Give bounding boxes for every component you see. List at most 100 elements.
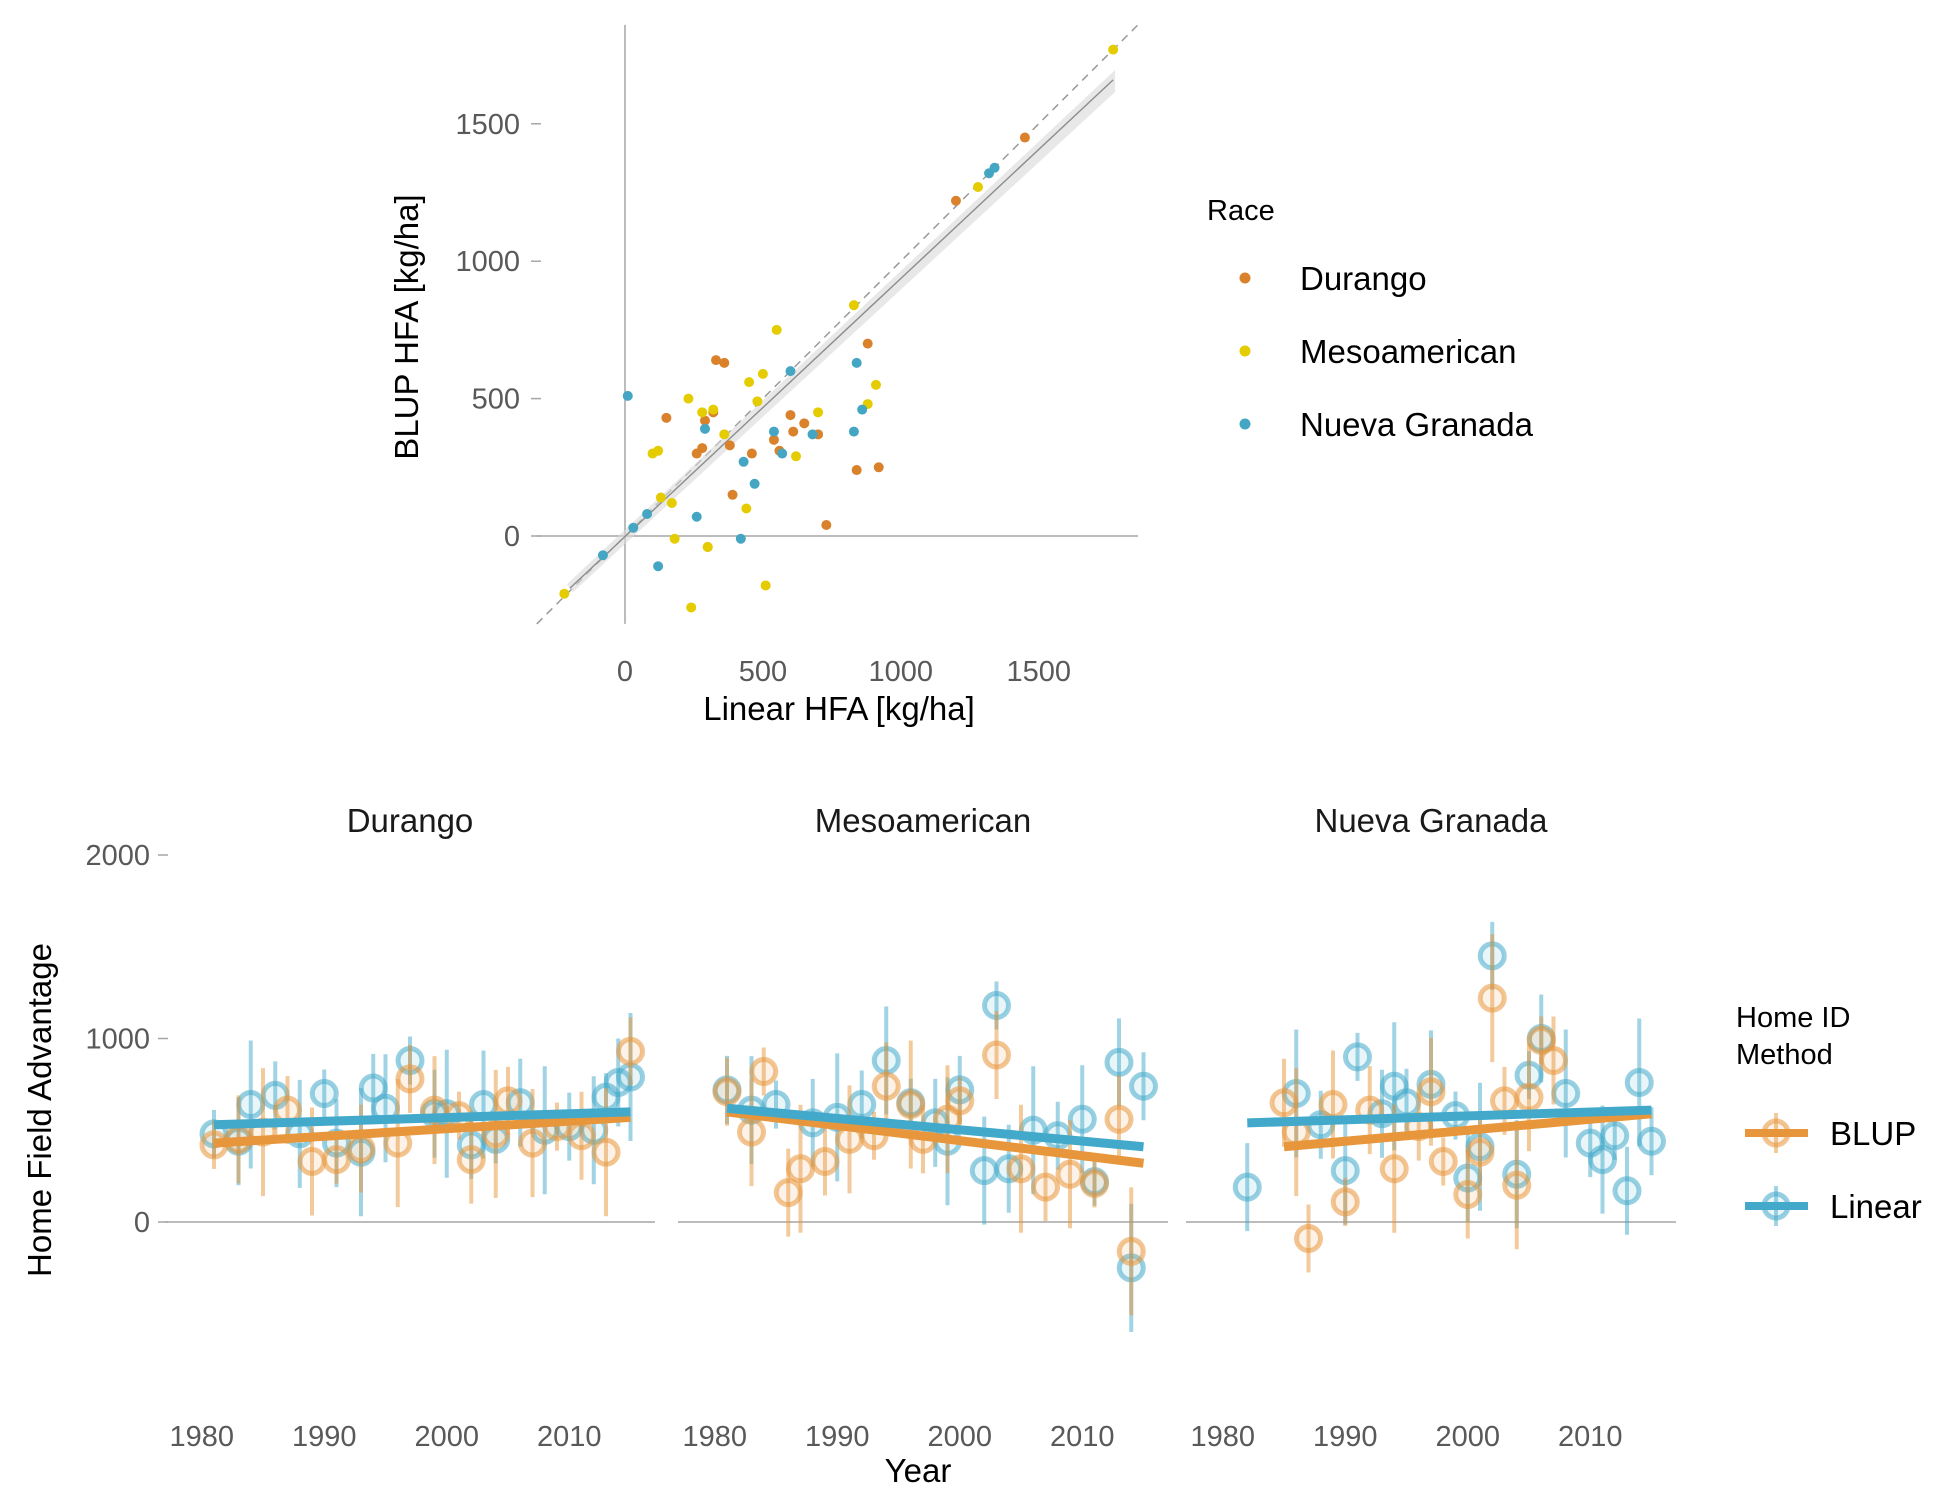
- point-nueva-granada: [738, 456, 749, 467]
- point-linear: [1392, 1088, 1421, 1118]
- point-linear: [1343, 1042, 1372, 1072]
- point-blup: [749, 1057, 779, 1087]
- point-nueva-granada: [851, 357, 862, 368]
- point-mesoamerican: [757, 368, 768, 379]
- point-blup: [712, 1077, 742, 1107]
- facet-x-tick-label: 1980: [682, 1421, 747, 1453]
- method-legend: Home ID Method BLUP Linear: [1736, 1002, 1922, 1226]
- point-blup: [945, 1086, 975, 1116]
- point-linear: [1232, 1172, 1262, 1202]
- scatter-y-tick-label: 500: [472, 384, 520, 416]
- scatter-x-tick-label: 500: [739, 656, 787, 688]
- point-nueva-granada: [768, 426, 779, 437]
- point-blup: [1379, 1154, 1409, 1184]
- trend-line-linear: [1247, 1105, 1652, 1128]
- fit-ribbon: [566, 69, 1116, 593]
- facet-title: Durango: [347, 802, 474, 839]
- point-durango: [851, 465, 862, 476]
- point-nueva-granada: [735, 533, 746, 544]
- point-linear: [1612, 1176, 1642, 1206]
- facet-title: Nueva Granada: [1315, 802, 1549, 839]
- point-mesoamerican: [752, 396, 763, 407]
- point-durango: [788, 426, 799, 437]
- point-durango: [1019, 132, 1030, 143]
- facet-x-tick-label: 2000: [1435, 1421, 1500, 1453]
- point-nueva-granada: [785, 366, 796, 377]
- legend-key-mesoamerican: [1239, 345, 1251, 357]
- point-blup: [982, 1040, 1011, 1070]
- point-linear: [1588, 1145, 1617, 1175]
- point-mesoamerican: [760, 580, 771, 591]
- point-blup: [871, 1071, 901, 1101]
- point-linear: [1129, 1071, 1158, 1101]
- method-legend-title-line-1: Home ID: [1736, 1002, 1850, 1034]
- facet-mesoamerican: Mesoamerican 1980 1990 2000 2010: [678, 802, 1168, 1453]
- point-nueva-granada: [749, 478, 760, 489]
- scatter-y-tick-label: 0: [504, 521, 520, 553]
- point-blup: [1453, 1179, 1483, 1209]
- point-durango: [661, 412, 672, 423]
- point-linear: [1551, 1079, 1581, 1109]
- facet-x-tick-label: 1990: [805, 1421, 870, 1453]
- facet-y-ticks: 0 1000 2000: [85, 840, 168, 1239]
- point-blup: [1294, 1224, 1323, 1254]
- point-blup: [567, 1121, 596, 1151]
- facet-x-tick-label: 2010: [1050, 1421, 1115, 1453]
- point-nueva-granada: [628, 522, 639, 533]
- point-mesoamerican: [719, 429, 730, 440]
- point-nueva-granada: [848, 426, 859, 437]
- point-blup: [810, 1146, 840, 1176]
- legend-key-blup: [1761, 1118, 1791, 1148]
- facets: Durango 1980 1990 2000 2010 Mesoamerican 1980 1…: [165, 802, 1676, 1453]
- point-blup: [1477, 983, 1507, 1013]
- point-nueva-granada: [597, 550, 608, 561]
- point-linear: [847, 1090, 877, 1120]
- point-durango: [862, 338, 873, 349]
- point-mesoamerican: [813, 407, 824, 418]
- scatter-ticks: 0 500 1000 1500 0 500 1000 1500: [455, 109, 1070, 688]
- point-blup: [591, 1137, 621, 1167]
- point-blup: [1318, 1090, 1348, 1120]
- point-mesoamerican: [559, 588, 570, 599]
- fit-line: [569, 79, 1114, 589]
- legend-label-linear: Linear: [1830, 1188, 1922, 1225]
- point-blup: [1080, 1168, 1109, 1198]
- point-blup: [773, 1178, 803, 1208]
- point-nueva-granada: [984, 168, 995, 179]
- point-durango: [799, 418, 810, 429]
- point-linear: [309, 1079, 339, 1109]
- scatter-x-tick-label: 1000: [869, 656, 934, 688]
- point-blup: [395, 1064, 425, 1094]
- point-mesoamerican: [1108, 44, 1119, 55]
- point-nueva-granada: [857, 404, 868, 415]
- point-blup: [1055, 1159, 1085, 1189]
- facet-x-tick-label: 2000: [927, 1421, 992, 1453]
- race-legend-title: Race: [1207, 195, 1275, 227]
- point-mesoamerican: [790, 451, 801, 462]
- point-nueva-granada: [807, 429, 818, 440]
- point-blup: [1269, 1088, 1299, 1118]
- scatter-panel: 0 500 1000 1500 0 500 1000 1500 Linear HFA [kg/…: [388, 24, 1534, 727]
- point-durango: [727, 489, 738, 500]
- point-nueva-granada: [699, 423, 710, 434]
- legend-key-linear: [1761, 1191, 1791, 1221]
- point-mesoamerican: [683, 393, 694, 404]
- facet-y-axis-title: Home Field Advantage: [21, 943, 58, 1277]
- point-blup: [1330, 1187, 1360, 1217]
- point-durango: [719, 357, 730, 368]
- point-blup: [1465, 1137, 1495, 1167]
- point-blup: [786, 1154, 815, 1184]
- point-mesoamerican: [744, 377, 755, 388]
- facet-y-tick-label: 2000: [85, 840, 150, 872]
- point-nueva-granada: [691, 511, 702, 522]
- point-blup: [1104, 1104, 1134, 1134]
- point-blup: [322, 1145, 351, 1175]
- facet-x-tick-label: 1980: [169, 1421, 234, 1453]
- trend-line-linear: [726, 1103, 1144, 1152]
- point-durango: [873, 462, 884, 473]
- point-mesoamerican: [973, 182, 984, 193]
- point-durango: [746, 448, 757, 459]
- point-nueva-granada: [622, 390, 633, 401]
